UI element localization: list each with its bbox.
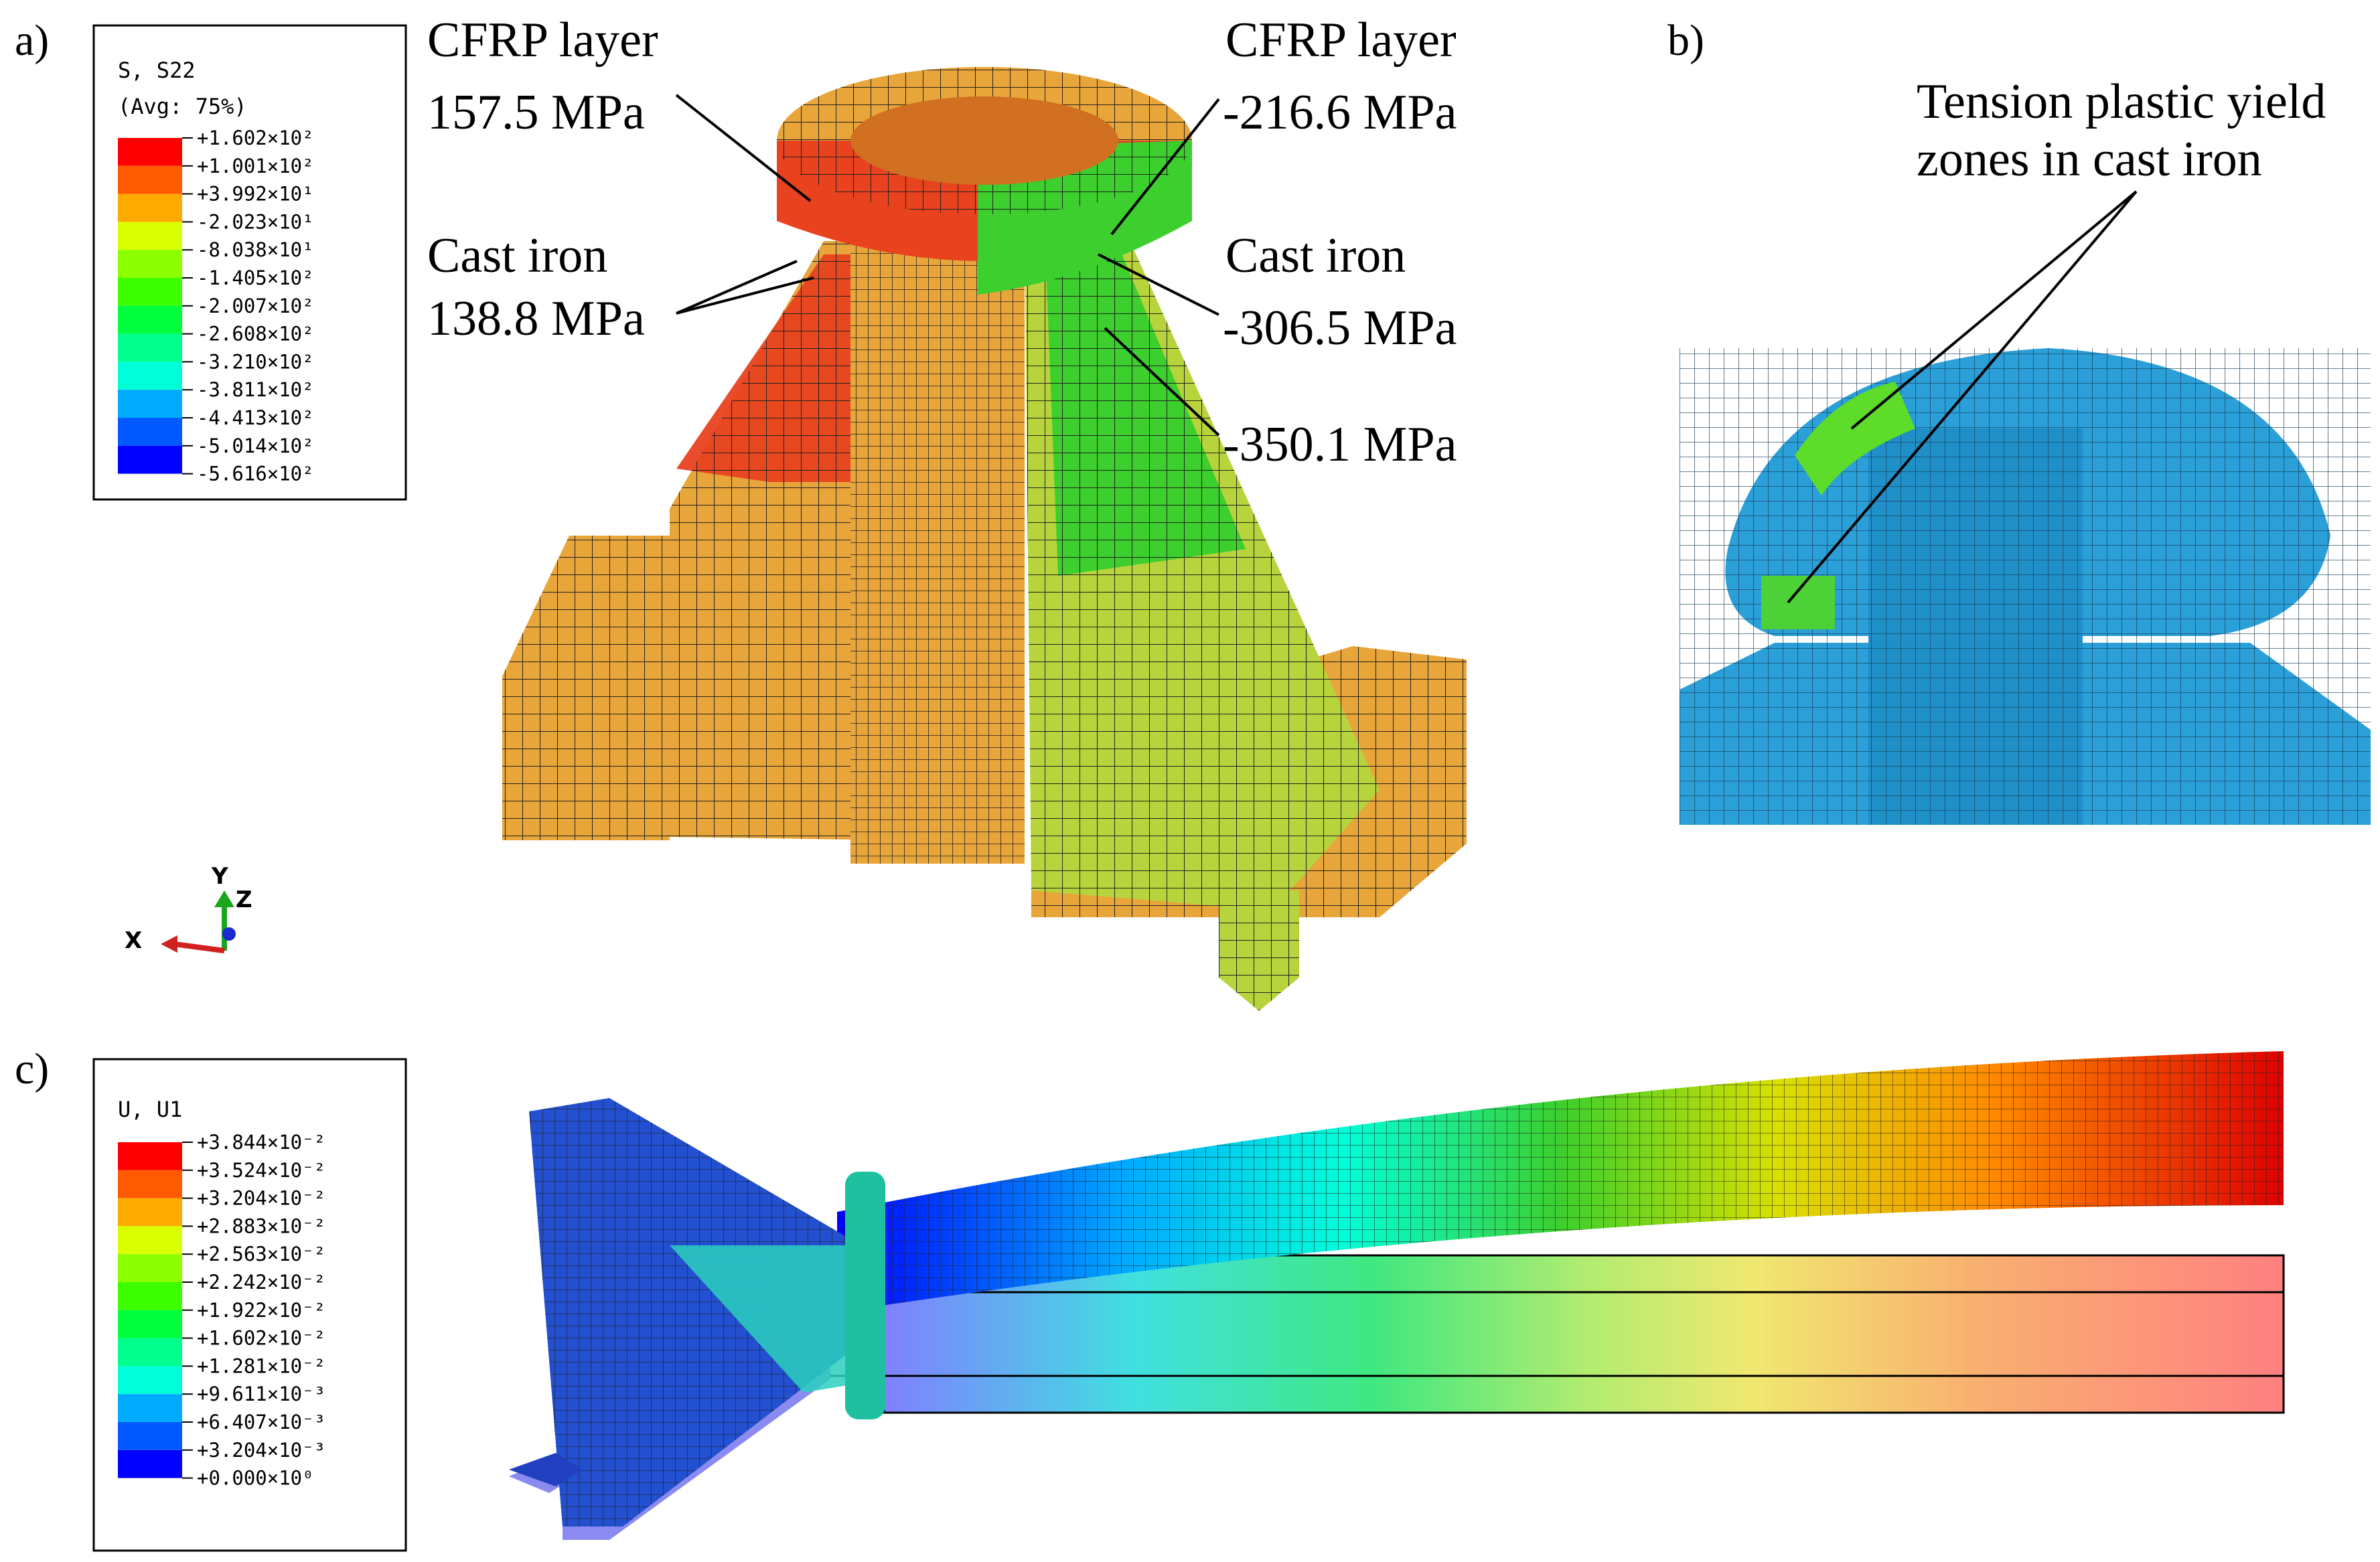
legend-c-swatch [118, 1450, 182, 1478]
legend-a-swatch [118, 390, 182, 418]
panel-a-label: a) [15, 16, 49, 65]
annot-cast-left-title: Cast iron [427, 228, 607, 283]
legend-c-tick-label: +1.281×10⁻² [197, 1354, 325, 1377]
annot-cfrp-right-title: CFRP layer [1225, 13, 1457, 68]
panel-c-label: c) [15, 1044, 49, 1093]
x-axis-arrow [173, 941, 225, 953]
legend-c-swatch [118, 1198, 182, 1227]
legend-a-tick-label: +1.602×10² [197, 127, 314, 149]
panel-a: a) S, S22 (Avg: 75%) +1.602×10² +1.001×10… [15, 13, 1467, 1011]
annot-b-line2: zones in cast iron [1917, 132, 2262, 187]
legend-c-tick-label: +1.922×10⁻² [197, 1299, 325, 1322]
legend-c-swatch [118, 1366, 182, 1395]
legend-a-tick-label: -4.413×10² [197, 406, 314, 429]
legend-a-tick-label: -5.616×10² [197, 463, 314, 485]
legend-c-title: U, U1 [118, 1097, 182, 1122]
legend-c-tick-label: +3.204×10⁻² [197, 1187, 325, 1210]
b-yield-zone-bottom [1761, 576, 1835, 629]
b-yield-zone-top [1795, 382, 1915, 495]
legend-c-tick-label: +0.000×10⁰ [197, 1467, 314, 1490]
legend-c-swatch [118, 1338, 182, 1366]
deformed-model [509, 1051, 2284, 1527]
legend-a-tick-label: -2.608×10² [197, 323, 314, 345]
legend-c-swatch [118, 1226, 182, 1255]
legend-a-swatch [118, 250, 182, 278]
legend-a-tick-label: -5.014×10² [197, 435, 314, 457]
legend-a-tick-label: -8.038×10¹ [197, 238, 314, 261]
annot-cfrp-left-value: 157.5 MPa [427, 85, 645, 140]
legend-c: U, U1 +3.844×10⁻²+3.524×10⁻²+3.204×10⁻²+… [92, 1058, 407, 1552]
legend-a-tick-label: +3.992×10¹ [197, 183, 314, 206]
leader-cfrp-left [675, 94, 812, 202]
legend-a-swatch [118, 193, 182, 222]
legend-c-tick-label: +2.563×10⁻² [197, 1243, 325, 1265]
leader-cfrp-right [1110, 98, 1220, 236]
axis-label-y: Y [211, 863, 228, 890]
axis-label-z: Z [236, 886, 252, 913]
axis-label-x: X [125, 927, 142, 954]
panel-c: c) U, U1 +3.844×10⁻² +3.524×10⁻² +3.204×10… [15, 1044, 2285, 1552]
legend-c-swatch [118, 1422, 182, 1450]
annot-b-line1: Tension plastic yield [1917, 74, 2326, 129]
annot-cast-right-value: -306.5 MPa [1223, 301, 1457, 356]
legend-c-tick-label: +3.844×10⁻² [197, 1131, 325, 1154]
legend-c-tick-label: +3.524×10⁻² [197, 1159, 325, 1182]
panel-b-label: b) [1667, 16, 1704, 65]
annot-cfrp-right-value: -216.6 MPa [1223, 85, 1457, 140]
legend-c-swatch [118, 1142, 182, 1170]
legend-a-swatch [118, 418, 182, 446]
legend-a-swatch [118, 362, 182, 390]
legend-a-tick-label: -2.023×10¹ [197, 210, 314, 233]
axis-triad: Y Z X [125, 863, 252, 954]
legend-a-tick-label: +1.001×10² [197, 155, 314, 177]
legend-c-tick-label: +9.611×10⁻³ [197, 1383, 325, 1405]
annot-extra-right-value: -350.1 MPa [1223, 417, 1457, 472]
legend-a: S, S22 (Avg: 75%) +1.602×10² +1.001×10² +3… [92, 24, 407, 501]
legend-c-tick-label: +3.204×10⁻³ [197, 1439, 325, 1462]
leader-extra-right [1104, 327, 1220, 437]
legend-a-tick-label: -2.007×10² [197, 295, 314, 317]
leader-cast-right [1098, 253, 1219, 316]
legend-a-ticks: +1.602×10² +1.001×10² +3.992×10¹ -2.023×10¹… [182, 127, 314, 485]
legend-a-swatch [118, 333, 182, 362]
legend-a-tick-label: -3.210×10² [197, 350, 314, 373]
leader-cast-left-1 [676, 260, 798, 315]
legend-c-swatch [118, 1310, 182, 1338]
legend-a-swatch [118, 165, 182, 194]
leader-cast-left-2 [676, 277, 814, 315]
legend-c-swatch [118, 1394, 182, 1422]
cast-iron-joint-model [502, 67, 1467, 1011]
legend-c-tick-label: +6.407×10⁻³ [197, 1411, 325, 1433]
legend-a-title-2: (Avg: 75%) [118, 94, 247, 119]
panel-b: b) Tension plastic yield zones in cast i… [1667, 16, 2371, 825]
legend-a-swatch [118, 222, 182, 250]
legend-c-ticks: +3.844×10⁻² +3.524×10⁻² +3.204×10⁻² +2.883×… [182, 1131, 325, 1490]
leader-b-2 [1787, 190, 2138, 604]
yield-zone-model [1680, 348, 2371, 825]
legend-c-swatch [118, 1254, 182, 1282]
legend-c-tick-label: +2.242×10⁻² [197, 1271, 325, 1294]
deformed-collar [845, 1172, 885, 1419]
legend-a-tick-label: -3.811×10² [197, 378, 314, 401]
legend-a-swatch [118, 305, 182, 334]
annot-cfrp-left-title: CFRP layer [427, 13, 658, 68]
legend-a-tick-label: -1.405×10² [197, 266, 314, 289]
legend-c-swatch [118, 1170, 182, 1198]
legend-c-swatch [118, 1282, 182, 1310]
legend-a-swatches [118, 138, 182, 474]
leader-b-1 [1850, 190, 2138, 430]
undeformed-tube [883, 1254, 2285, 1414]
legend-c-tick-label: +2.883×10⁻² [197, 1215, 325, 1237]
legend-c-tick-label: +1.602×10⁻² [197, 1327, 325, 1350]
annot-cast-right-title: Cast iron [1225, 228, 1406, 283]
legend-a-swatch [118, 138, 182, 166]
z-axis-dot [222, 927, 236, 941]
legend-a-swatch [118, 278, 182, 306]
legend-a-title-1: S, S22 [118, 58, 196, 83]
annot-cast-left-value: 138.8 MPa [427, 291, 645, 346]
legend-c-swatches [118, 1142, 182, 1478]
legend-a-swatch [118, 445, 182, 474]
